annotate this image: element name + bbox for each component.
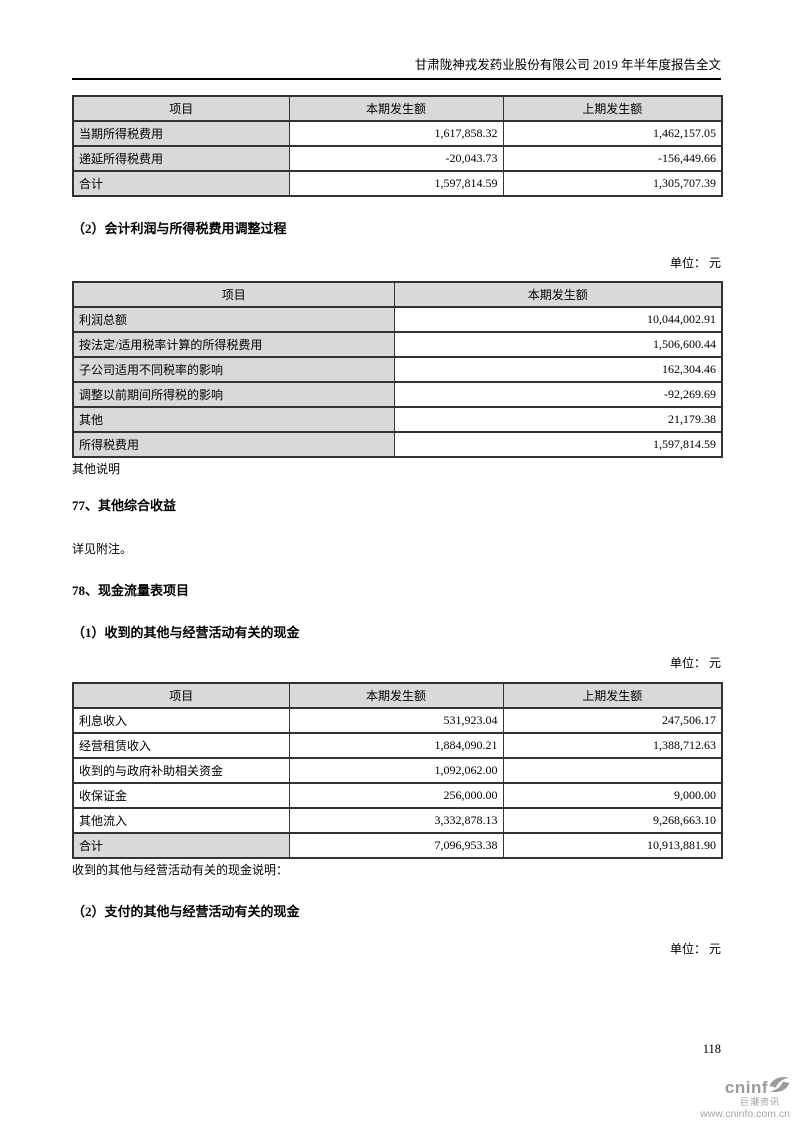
- item-label-cell: 合计: [72, 170, 290, 197]
- current-amount-cell: 256,000.00: [288, 782, 504, 809]
- table-row: 按法定/适用税率计算的所得税费用 1,506,600.44: [72, 331, 723, 358]
- cninfo-logo: cninf 巨潮资讯 www.cninfo.com.cn: [690, 1076, 790, 1121]
- item-label-cell: 调整以前期间所得税的影响: [72, 381, 395, 408]
- current-amount-cell: 7,096,953.38: [288, 832, 504, 859]
- table-row: 子公司适用不同税率的影响 162,304.46: [72, 356, 723, 383]
- column-header-item: 项目: [72, 682, 290, 709]
- prior-amount-cell: 1,388,712.63: [502, 732, 723, 759]
- section-heading-77: 77、其他综合收益: [72, 498, 177, 513]
- table-row: 当期所得税费用 1,617,858.32 1,462,157.05: [72, 120, 723, 147]
- column-header-current: 本期发生额: [393, 281, 723, 308]
- table-row-total: 所得税费用 1,597,814.59: [72, 431, 723, 458]
- item-label-cell: 利息收入: [72, 707, 290, 734]
- prior-amount-cell: 247,506.17: [502, 707, 723, 734]
- unit-note: 单位： 元: [669, 942, 721, 956]
- cninfo-logo-caption: 巨潮资讯: [739, 1097, 780, 1107]
- current-amount-cell: 1,092,062.00: [288, 757, 504, 784]
- section-heading-tax-adjustment: （2）会计利润与所得税费用调整过程: [72, 221, 287, 236]
- table-row: 其他流入 3,332,878.13 9,268,663.10: [72, 807, 723, 834]
- unit-note: 单位： 元: [669, 656, 721, 670]
- table-header-row: 项目 本期发生额 上期发生额: [72, 682, 723, 709]
- item-label-cell: 其他: [72, 406, 395, 433]
- item-label-cell: 利润总额: [72, 306, 395, 333]
- table-row: 经营租赁收入 1,884,090.21 1,388,712.63: [72, 732, 723, 759]
- item-label-cell: 递延所得税费用: [72, 145, 290, 172]
- item-label-cell: 所得税费用: [72, 431, 395, 458]
- current-amount-cell: -92,269.69: [393, 381, 723, 408]
- item-label-cell: 经营租赁收入: [72, 732, 290, 759]
- current-amount-cell: 1,617,858.32: [288, 120, 504, 147]
- item-label-cell: 收到的与政府补助相关资金: [72, 757, 290, 784]
- table-row: 收到的与政府补助相关资金 1,092,062.00: [72, 757, 723, 784]
- prior-amount-cell: -156,449.66: [502, 145, 723, 172]
- current-amount-cell: 1,597,814.59: [288, 170, 504, 197]
- table-header-row: 项目 本期发生额: [72, 281, 723, 308]
- current-amount-cell: 162,304.46: [393, 356, 723, 383]
- current-amount-cell: 531,923.04: [288, 707, 504, 734]
- column-header-item: 项目: [72, 281, 395, 308]
- table-row: 收保证金 256,000.00 9,000.00: [72, 782, 723, 809]
- current-amount-cell: 1,506,600.44: [393, 331, 723, 358]
- see-appendix-note: 详见附注。: [72, 542, 133, 556]
- cninfo-logo-row: cninf: [690, 1076, 790, 1098]
- section-heading-78: 78、现金流量表项目: [72, 583, 190, 598]
- income-tax-expense-table: 项目 本期发生额 上期发生额 当期所得税费用 1,617,858.32 1,46…: [72, 95, 723, 197]
- page-number: 118: [702, 1042, 721, 1056]
- table-row: 利息收入 531,923.04 247,506.17: [72, 707, 723, 734]
- prior-amount-cell: 1,462,157.05: [502, 120, 723, 147]
- table-row-total: 合计 7,096,953.38 10,913,881.90: [72, 832, 723, 859]
- current-amount-cell: 3,332,878.13: [288, 807, 504, 834]
- table-row: 递延所得税费用 -20,043.73 -156,449.66: [72, 145, 723, 172]
- column-header-item: 项目: [72, 95, 290, 122]
- item-label-cell: 收保证金: [72, 782, 290, 809]
- cninfo-logo-url: www.cninfo.com.cn: [700, 1108, 790, 1120]
- header-title: 甘肃陇神戎发药业股份有限公司 2019 年半年度报告全文: [414, 58, 721, 72]
- table-header-row: 项目 本期发生额 上期发生额: [72, 95, 723, 122]
- document-header: 甘肃陇神戎发药业股份有限公司 2019 年半年度报告全文: [72, 0, 721, 80]
- table-row: 其他 21,179.38: [72, 406, 723, 433]
- cninfo-swirl-icon: [769, 1076, 790, 1098]
- cash-received-note: 收到的其他与经营活动有关的现金说明：: [72, 863, 289, 877]
- table-row: 调整以前期间所得税的影响 -92,269.69: [72, 381, 723, 408]
- item-label-cell: 当期所得税费用: [72, 120, 290, 147]
- prior-amount-cell: [502, 757, 723, 784]
- prior-amount-cell: 9,000.00: [502, 782, 723, 809]
- table-row-total: 合计 1,597,814.59 1,305,707.39: [72, 170, 723, 197]
- item-label-cell: 按法定/适用税率计算的所得税费用: [72, 331, 395, 358]
- unit-note: 单位： 元: [669, 256, 721, 270]
- table-row: 利润总额 10,044,002.91: [72, 306, 723, 333]
- column-header-prior: 上期发生额: [502, 682, 723, 709]
- current-amount-cell: 1,597,814.59: [393, 431, 723, 458]
- item-label-cell: 子公司适用不同税率的影响: [72, 356, 395, 383]
- column-header-prior: 上期发生额: [502, 95, 723, 122]
- item-label-cell: 其他流入: [72, 807, 290, 834]
- current-amount-cell: 10,044,002.91: [393, 306, 723, 333]
- other-note: 其他说明: [72, 462, 121, 476]
- current-amount-cell: -20,043.73: [288, 145, 504, 172]
- cninfo-logo-text: cninf: [724, 1077, 768, 1097]
- section-heading-78-2: （2）支付的其他与经营活动有关的现金: [72, 904, 300, 919]
- current-amount-cell: 21,179.38: [393, 406, 723, 433]
- prior-amount-cell: 1,305,707.39: [502, 170, 723, 197]
- section-heading-78-1: （1）收到的其他与经营活动有关的现金: [72, 625, 300, 640]
- item-label-cell: 合计: [72, 832, 290, 859]
- tax-adjustment-table: 项目 本期发生额 利润总额 10,044,002.91 按法定/适用税率计算的所…: [72, 281, 723, 458]
- prior-amount-cell: 9,268,663.10: [502, 807, 723, 834]
- column-header-current: 本期发生额: [288, 682, 504, 709]
- column-header-current: 本期发生额: [288, 95, 504, 122]
- current-amount-cell: 1,884,090.21: [288, 732, 504, 759]
- prior-amount-cell: 10,913,881.90: [502, 832, 723, 859]
- cash-received-table: 项目 本期发生额 上期发生额 利息收入 531,923.04 247,506.1…: [72, 682, 723, 859]
